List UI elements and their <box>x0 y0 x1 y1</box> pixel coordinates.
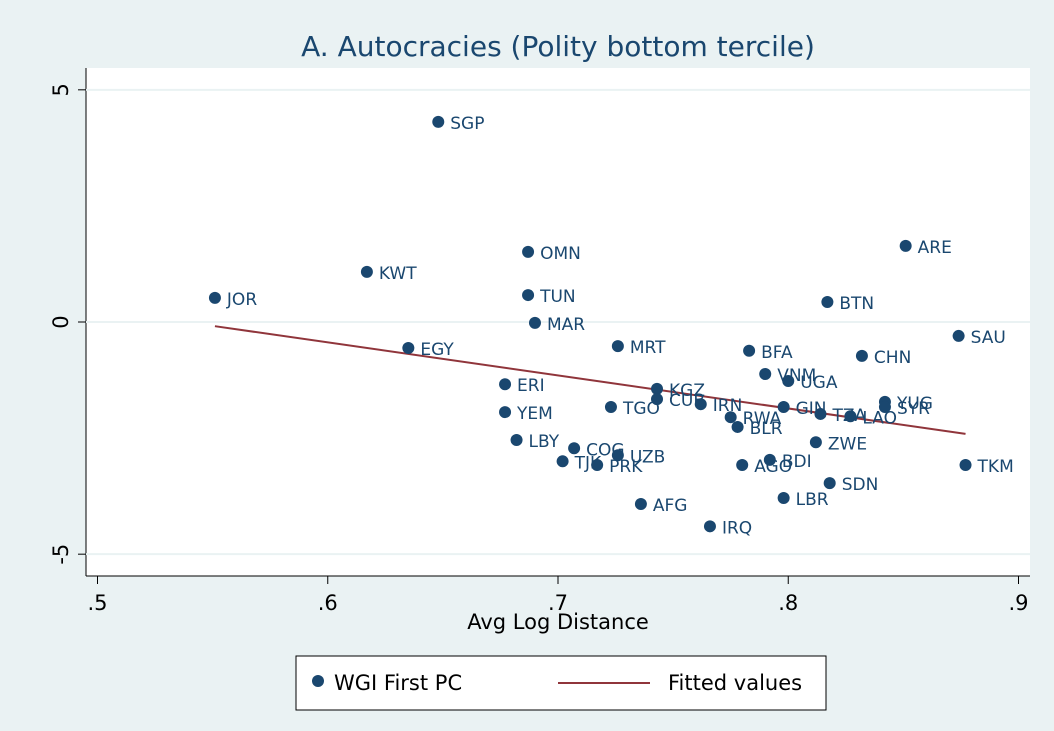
point <box>522 289 535 302</box>
point <box>528 316 541 329</box>
point-label: ARE <box>918 238 952 258</box>
x-tick-label: .9 <box>1008 591 1028 615</box>
point <box>855 349 868 362</box>
point <box>777 400 790 413</box>
x-axis-label: Avg Log Distance <box>467 610 649 634</box>
point <box>360 265 373 278</box>
point <box>821 296 834 309</box>
point-label: AFG <box>653 496 688 516</box>
point <box>844 410 857 423</box>
point <box>604 400 617 413</box>
point <box>208 291 221 304</box>
point-label: BFA <box>761 343 793 363</box>
point-label: AGO <box>754 457 792 477</box>
point <box>510 433 523 446</box>
point-label: KWT <box>379 264 417 284</box>
point-label: SGP <box>450 114 484 134</box>
point <box>651 393 664 406</box>
point <box>634 498 647 511</box>
point-label: YUG <box>896 394 933 414</box>
y-tick-label: 5 <box>49 83 73 96</box>
point <box>568 442 581 455</box>
point <box>809 436 822 449</box>
point <box>556 455 569 468</box>
point-label: BLR <box>750 419 783 439</box>
point-label: UZB <box>630 447 665 467</box>
legend-label: Fitted values <box>668 671 802 695</box>
point-label: LBY <box>529 432 560 452</box>
point <box>499 378 512 391</box>
point-label: ERI <box>517 376 545 396</box>
point <box>736 459 749 472</box>
point-label: PRK <box>609 457 643 477</box>
point <box>499 406 512 419</box>
point <box>591 459 604 472</box>
point-label: LAO <box>862 408 897 428</box>
fit-line <box>214 325 966 435</box>
point-label: SAU <box>971 328 1006 348</box>
point <box>611 449 624 462</box>
point <box>651 382 664 395</box>
point <box>952 329 965 342</box>
point <box>814 407 827 420</box>
point <box>694 398 707 411</box>
point <box>743 344 756 357</box>
point-label: LBR <box>796 490 829 510</box>
point-label: RWA <box>743 409 782 429</box>
point <box>823 477 836 490</box>
point-label: IRN <box>713 396 743 416</box>
point-label: JOR <box>226 290 257 310</box>
point <box>731 420 744 433</box>
chart-title: A. Autocracies (Polity bottom tercile) <box>301 30 815 63</box>
point <box>959 459 972 472</box>
point-label: TKM <box>977 457 1014 477</box>
point <box>878 400 891 413</box>
point <box>703 520 716 533</box>
point-label: EGY <box>420 340 454 360</box>
y-tick-label: 0 <box>49 315 73 328</box>
point <box>724 411 737 424</box>
x-tick-label: .5 <box>87 591 107 615</box>
point-label: BTN <box>839 294 874 314</box>
x-tick-label: .8 <box>778 591 798 615</box>
point-label: SYR <box>897 399 930 419</box>
point-label: KGZ <box>669 381 705 401</box>
point <box>759 368 772 381</box>
point-label: UGA <box>800 373 838 393</box>
point <box>432 115 445 128</box>
y-tick-label: -5 <box>49 544 73 565</box>
point-label: BDI <box>782 452 812 472</box>
point <box>899 239 912 252</box>
point <box>777 491 790 504</box>
point <box>522 245 535 258</box>
point-label: IRQ <box>722 518 752 538</box>
point-label: ZWE <box>828 434 867 454</box>
x-tick-label: .6 <box>318 591 338 615</box>
point-label: MAR <box>547 315 585 335</box>
point-label: OMN <box>540 244 581 264</box>
point-label: CHN <box>874 348 911 368</box>
point <box>402 342 415 355</box>
point-label: SDN <box>842 475 879 495</box>
legend-swatch <box>312 675 324 687</box>
point <box>782 374 795 387</box>
legend-label: WGI First PC <box>334 671 462 695</box>
point-label: YEM <box>516 404 553 424</box>
point-label: TUN <box>539 287 576 307</box>
point-label: TGO <box>622 399 660 419</box>
point <box>763 453 776 466</box>
point-label: MRT <box>630 338 666 358</box>
point <box>611 340 624 353</box>
x-tick-label: .7 <box>548 591 568 615</box>
